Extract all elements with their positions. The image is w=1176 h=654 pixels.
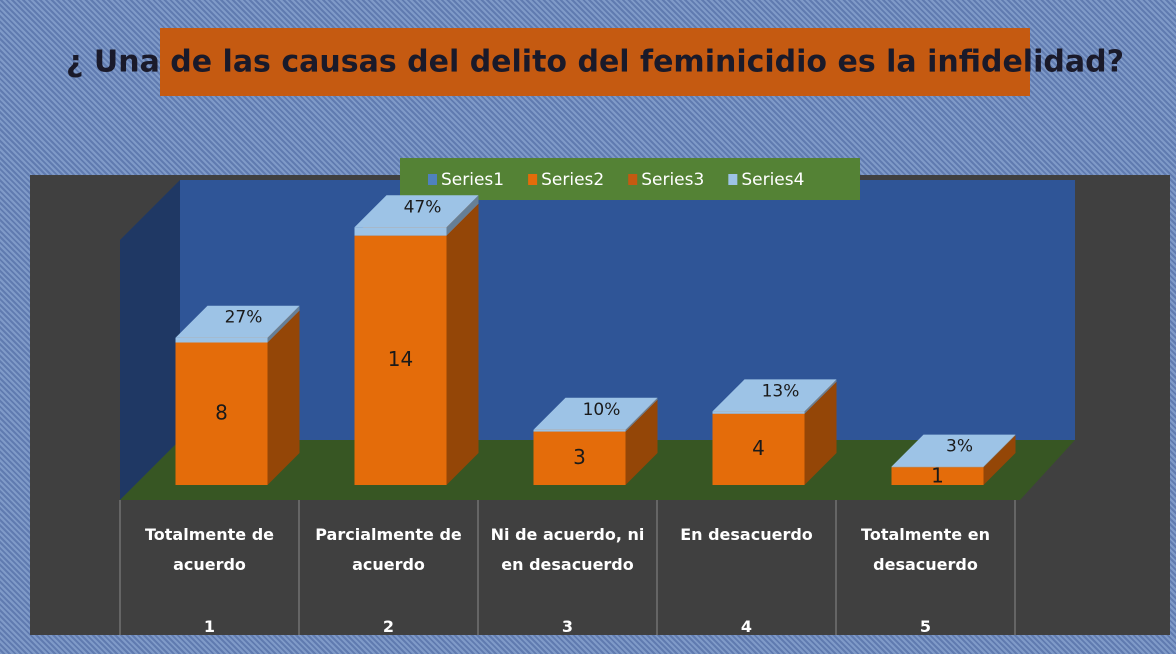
legend-label: Series3	[641, 170, 704, 190]
legend-label: Series2	[541, 170, 604, 190]
data-label: 8	[215, 400, 228, 424]
bar-side	[625, 397, 658, 432]
chart-title: ¿ Una de las causas del delito del femin…	[66, 45, 1124, 80]
category-label: Parcialmente de acuerdo	[315, 525, 462, 574]
bar-top	[533, 397, 658, 430]
bar-top	[712, 379, 837, 412]
bar-side	[804, 381, 837, 485]
category-number: 2	[382, 617, 395, 636]
bar-side	[267, 310, 300, 485]
bar-top	[175, 305, 300, 338]
category-label: Ni de acuerdo, ni en desacuerdo	[490, 525, 645, 574]
bar-side	[983, 434, 1016, 468]
category-number: 4	[740, 617, 753, 636]
legend-label: Series1	[441, 170, 504, 190]
bar-side	[625, 399, 658, 485]
bar	[712, 413, 805, 485]
bar	[175, 342, 268, 485]
data-label: 3	[573, 445, 586, 469]
bar	[354, 227, 447, 236]
table-grid	[119, 500, 1016, 635]
side-wall	[120, 180, 180, 500]
category-number: 5	[919, 617, 932, 636]
bar-side	[983, 435, 1016, 485]
bar	[891, 466, 984, 468]
data-label: 4	[752, 436, 765, 460]
category-number: 1	[203, 617, 216, 636]
bar	[533, 429, 626, 432]
legend-swatch	[528, 174, 538, 185]
data-label: 27%	[225, 308, 263, 328]
data-label: 14	[388, 347, 413, 371]
data-label: 10%	[583, 400, 621, 420]
bar-top	[354, 195, 479, 228]
title-box	[160, 28, 1030, 96]
legend-swatch	[628, 174, 638, 185]
bar	[175, 337, 268, 343]
legend-swatch	[428, 174, 437, 185]
data-label: 3%	[946, 437, 973, 457]
bar-side	[446, 203, 479, 485]
legend-swatch	[728, 174, 738, 185]
category-label: Totalmente de acuerdo	[145, 525, 274, 574]
bar-top	[891, 434, 1016, 467]
data-label: 13%	[762, 381, 800, 401]
category-number: 3	[561, 617, 574, 636]
bar-side	[267, 305, 300, 343]
data-label: 47%	[404, 197, 442, 217]
data-label: 1	[931, 464, 944, 488]
category-label: En desacuerdo	[680, 525, 813, 544]
bar-side	[446, 195, 479, 236]
category-label: Totalmente en desacuerdo	[861, 525, 990, 574]
back-wall	[180, 180, 1075, 440]
bar	[712, 411, 805, 414]
bar	[533, 431, 626, 485]
legend-label: Series4	[741, 170, 804, 190]
bar	[891, 467, 984, 485]
bar-side	[804, 379, 837, 414]
bar	[354, 235, 447, 485]
